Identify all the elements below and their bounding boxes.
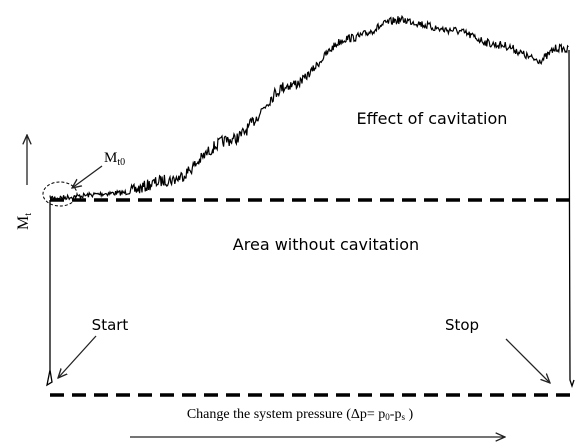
mt0-circle xyxy=(42,181,78,207)
torque-curve xyxy=(49,14,569,201)
stop-arrow xyxy=(505,338,550,383)
start-arrow xyxy=(58,335,97,378)
area-label: Area without cavitation xyxy=(233,235,419,254)
effect-label: Effect of cavitation xyxy=(357,109,508,128)
mt0-label: Mt0 xyxy=(104,150,125,168)
left-edge xyxy=(46,200,53,387)
stop-label: Stop xyxy=(445,316,479,334)
x-label: Change the system pressure (Δp= p0-ps ) xyxy=(187,407,414,422)
mt0-arrow xyxy=(72,165,103,188)
mt-label: Mt xyxy=(15,213,34,230)
right-edge xyxy=(568,49,575,389)
start-label: Start xyxy=(92,316,129,334)
